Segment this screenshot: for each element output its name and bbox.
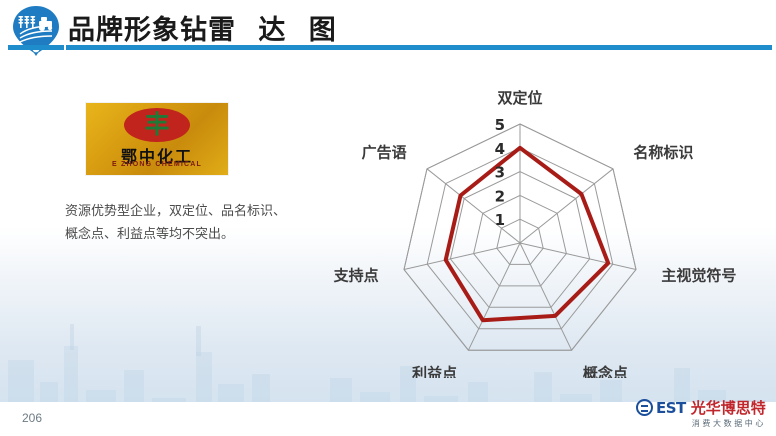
radar-label-2: 主视觉符号 [661, 266, 736, 284]
radar-label-5: 支持点 [333, 266, 379, 284]
page-title-spaced: 雷 达 图 [208, 15, 343, 46]
radar-outer-boundary [403, 123, 637, 351]
page-title: 品牌形象钻雷 达 图 [68, 8, 343, 47]
brand-name-en: E ZHONG CHEMICAL [112, 161, 202, 168]
radar-tick-1: 1 [495, 211, 505, 229]
best-logo-est: EST [656, 398, 686, 417]
best-circle-b-icon [636, 399, 653, 416]
best-logo-row: EST 光华博思特 [636, 398, 766, 417]
best-logo-sub: 消费大数据中心 [691, 419, 766, 428]
page-title-main: 品牌形象钻 [68, 15, 208, 46]
brand-ellipse [124, 108, 190, 142]
brand-name-cn: 鄂中化工 [120, 147, 193, 166]
agriculture-map-pin-logo-icon [13, 6, 59, 56]
title-rule-left [8, 45, 64, 50]
radar-tick-2: 2 [495, 187, 505, 205]
radar-data-series [443, 145, 611, 323]
radar-label-1: 名称标识 [633, 144, 693, 162]
brand-glyph: 丰 [144, 110, 170, 139]
radar-axes [403, 124, 637, 351]
radar-category-labels: 双定位 名称标识 主视觉符号 概念点 利益点 支持点 广告语 [333, 89, 737, 378]
radar-label-6: 广告语 [362, 144, 407, 162]
radar-tick-labels: 1 2 3 4 5 [495, 116, 505, 229]
radar-label-4: 利益点 [412, 365, 457, 378]
radar-tick-4: 4 [495, 140, 505, 158]
radar-tick-3: 3 [495, 164, 505, 182]
radar-label-0: 双定位 [497, 89, 542, 107]
radar-tick-5: 5 [495, 116, 505, 134]
brand-logo-card: 丰 鄂中化工 E ZHONG CHEMICAL [86, 103, 228, 175]
description-text: 资源优势型企业，双定位、品名标识、概念点、利益点等均不突出。 [65, 204, 287, 242]
radar-label-3: 概念点 [583, 365, 628, 378]
slide-header: 品牌形象钻雷 达 图 [0, 0, 776, 56]
best-logo-cn: 光华博思特 [690, 399, 766, 417]
title-rule [66, 45, 772, 50]
best-brand-logo: EST 光华博思特 消费大数据中心 [636, 398, 766, 430]
page-number: 206 [22, 411, 43, 425]
radar-chart-svg: 1 2 3 4 5 双定位 名称标识 主视觉符号 概念点 利益点 支持点 广告语 [333, 89, 737, 378]
radar-chart: 1 2 3 4 5 双定位 名称标识 主视觉符号 概念点 利益点 支持点 广告语 [330, 78, 760, 378]
